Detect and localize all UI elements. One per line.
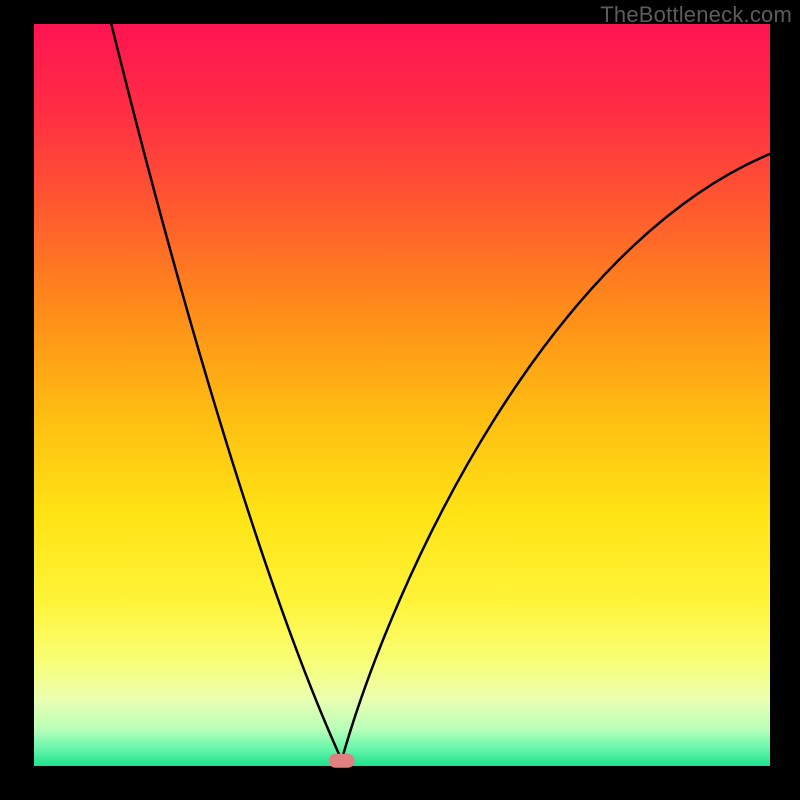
- chart-stage: TheBottleneck.com: [0, 0, 800, 800]
- gradient-background: [34, 24, 770, 766]
- watermark-text: TheBottleneck.com: [600, 2, 792, 28]
- bottleneck-chart: [0, 0, 800, 800]
- optimum-marker: [329, 754, 355, 768]
